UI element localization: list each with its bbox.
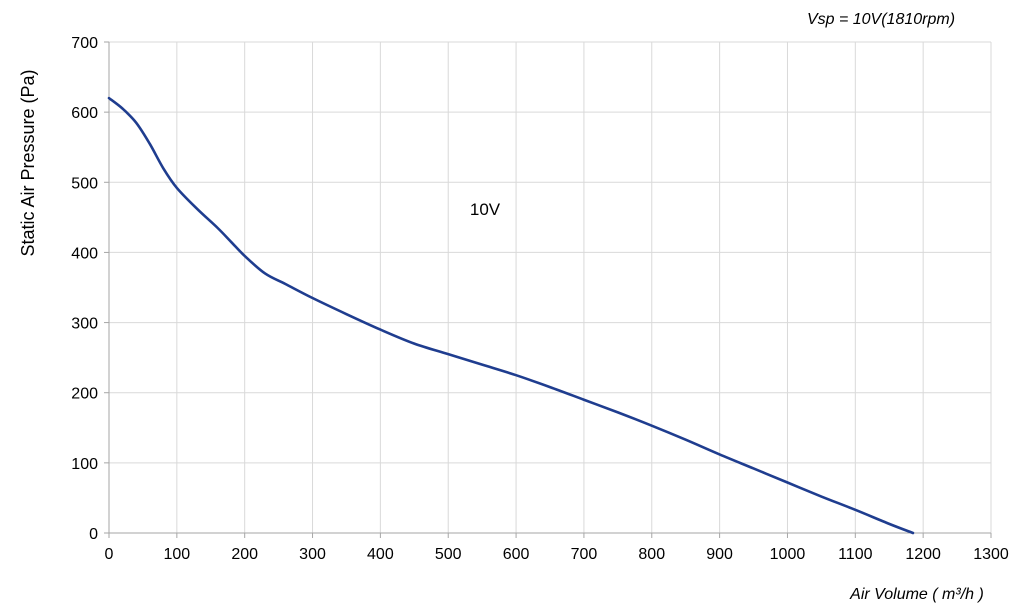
x-tick-label: 700: [571, 546, 598, 563]
series-annotation-10v: 10V: [470, 200, 501, 219]
y-tick-label: 300: [71, 316, 98, 333]
series-line-10v: [107, 96, 915, 535]
x-tick-label: 0: [105, 546, 114, 563]
axes: [104, 41, 992, 538]
x-tick-label: 1300: [973, 546, 1009, 563]
x-tick-label: 400: [367, 546, 394, 563]
x-tick-label: 600: [503, 546, 530, 563]
series-layer: [107, 96, 915, 535]
y-tick-label: 200: [71, 386, 98, 403]
tick-labels: 0 100 200 300 400 500 600 700 800 900 1000 1100 1200…: [71, 35, 1009, 563]
x-tick-label: 1100: [838, 546, 873, 563]
y-tick-label: 0: [89, 526, 98, 543]
x-tick-label: 900: [706, 546, 733, 563]
x-tick-label: 300: [299, 546, 326, 563]
y-tick-label: 100: [71, 456, 98, 473]
x-tick-label: 800: [638, 546, 665, 563]
y-tick-label: 400: [71, 245, 98, 262]
y-tick-label: 500: [71, 175, 98, 192]
x-tick-label: 200: [231, 546, 258, 563]
grid: [108, 41, 992, 534]
x-tick-label: 100: [163, 546, 190, 563]
x-tick-label: 500: [435, 546, 462, 563]
y-tick-label: 700: [71, 35, 98, 52]
y-axis-title: Static Air Pressure (Pa): [18, 69, 38, 256]
x-tick-label: 1000: [770, 546, 806, 563]
x-tick-label: 1200: [905, 546, 941, 563]
y-tick-label: 600: [71, 105, 98, 122]
x-axis-title: Air Volume ( m³/h ): [849, 586, 984, 603]
chart-subtitle: Vsp = 10V(1810rpm): [807, 11, 955, 28]
